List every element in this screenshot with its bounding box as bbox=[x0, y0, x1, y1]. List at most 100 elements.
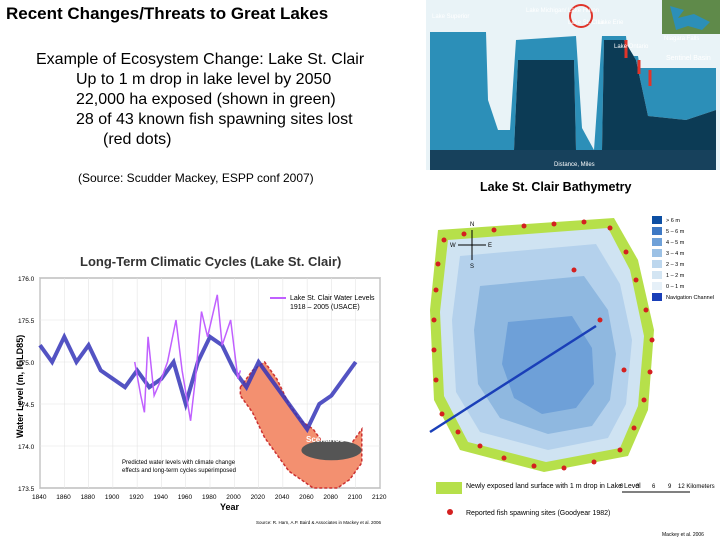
spawning-dot bbox=[623, 249, 629, 255]
spawning-dot bbox=[643, 307, 649, 313]
x-tick-label: 2060 bbox=[299, 494, 314, 501]
plot-area: 1840 1860 1880 1900 1920 1940 1960 1980 2000 2020… bbox=[18, 276, 387, 501]
gauge-series-line bbox=[133, 294, 242, 421]
y-axis-label: Water Level (m, IGLD85) bbox=[15, 335, 25, 438]
spawning-dot bbox=[455, 429, 461, 435]
spawning-dot bbox=[631, 425, 637, 431]
historic-series-line bbox=[38, 332, 358, 434]
profile-label: Lake Superior bbox=[432, 14, 469, 20]
spawning-dot bbox=[441, 237, 447, 243]
scale-tick: 9 bbox=[668, 484, 672, 490]
legend-label: 3 – 4 m bbox=[666, 251, 685, 257]
slide-title: Recent Changes/Threats to Great Lakes bbox=[6, 4, 329, 23]
profile-axis-label: Distance, Miles bbox=[554, 162, 595, 168]
spawning-dot bbox=[433, 287, 439, 293]
spawning-dot bbox=[621, 367, 627, 373]
x-tick-label: 2020 bbox=[251, 494, 266, 501]
legend-line-1: Lake St. Clair Water Levels bbox=[290, 295, 375, 302]
x-tick-label: 1940 bbox=[153, 494, 168, 501]
profile-label: Sentinel Basin bbox=[666, 55, 711, 62]
y-tick-label: 175.0 bbox=[18, 360, 35, 367]
highlight-circle bbox=[569, 4, 593, 28]
spawning-dot bbox=[561, 465, 567, 471]
x-tick-label: 2120 bbox=[372, 494, 387, 501]
x-tick-label: 1860 bbox=[56, 494, 71, 501]
legend-label: 4 – 5 m bbox=[666, 240, 685, 246]
map-inset-lakes bbox=[670, 6, 710, 30]
spawning-dot bbox=[581, 219, 587, 225]
scale-tick: 12 Kilometers bbox=[678, 484, 715, 490]
legend-line-2: 1918 – 2005 (USACE) bbox=[290, 304, 360, 311]
profile-label: Niagara Falls bbox=[664, 36, 699, 42]
compass-w: W bbox=[450, 243, 456, 249]
legend-label: 0 – 1 m bbox=[666, 284, 685, 290]
profile-label: Lake Ontario bbox=[614, 44, 649, 50]
x-tick-label: 2100 bbox=[348, 494, 363, 501]
chart-title: Long-Term Climatic Cycles (Lake St. Clai… bbox=[80, 254, 341, 269]
distance-bar bbox=[430, 150, 716, 170]
bullet-item: (red dots) bbox=[103, 131, 172, 148]
profile-label: Lake Erie bbox=[598, 20, 624, 26]
scenario-label: Scenarios bbox=[306, 435, 345, 444]
spawning-dot bbox=[431, 317, 437, 323]
y-tick-label: 176.0 bbox=[18, 276, 35, 283]
spawning-dot bbox=[433, 377, 439, 383]
legend-swatch bbox=[652, 227, 662, 235]
bullet-list: Example of Ecosystem Change: Lake St. Cl… bbox=[36, 50, 364, 150]
legend-label: 5 – 6 m bbox=[666, 229, 685, 235]
spawning-dot bbox=[477, 443, 483, 449]
x-tick-label: 1960 bbox=[178, 494, 193, 501]
bullet-item: 22,000 ha exposed (shown in green) bbox=[76, 91, 336, 108]
spawning-dot bbox=[531, 463, 537, 469]
spawning-dot bbox=[461, 231, 467, 237]
spawning-dot bbox=[501, 455, 507, 461]
exposed-key-label: Newly exposed land surface with 1 m drop… bbox=[466, 483, 641, 490]
legend-swatch bbox=[652, 260, 662, 268]
y-tick-label: 174.5 bbox=[18, 402, 35, 409]
x-tick-label: 2080 bbox=[323, 494, 338, 501]
climate-chart-svg: Long-Term Climatic Cycles (Lake St. Clai… bbox=[0, 238, 395, 528]
y-tick-label: 173.5 bbox=[18, 486, 35, 493]
bathymetry-map: N E S W > 6 m 5 – 6 m 4 – 5 m 3 – 4 m 2 – 3 … bbox=[424, 200, 720, 540]
exposed-key-swatch bbox=[436, 482, 462, 494]
legend-label: 2 – 3 m bbox=[666, 262, 685, 268]
legend-label: > 6 m bbox=[666, 218, 680, 224]
bullet-heading: Example of Ecosystem Change: Lake St. Cl… bbox=[36, 51, 365, 68]
chart-credit: Source: R. Harn, A.P. Baird & Associates… bbox=[256, 520, 381, 525]
legend-swatch bbox=[652, 271, 662, 279]
legend-label: Navigation Channel bbox=[666, 295, 714, 301]
x-axis-label: Year bbox=[220, 502, 240, 512]
note-line-1: Predicted water levels with climate chan… bbox=[122, 460, 236, 466]
profile-water bbox=[430, 32, 716, 150]
scale-tick: 3 bbox=[636, 484, 640, 490]
legend-swatch bbox=[652, 249, 662, 257]
x-tick-label: 2000 bbox=[226, 494, 241, 501]
spawning-dot bbox=[571, 267, 577, 273]
profile-bottom bbox=[430, 40, 716, 150]
compass-s: S bbox=[470, 264, 474, 270]
spawning-dot bbox=[607, 225, 613, 231]
x-tick-label: 1920 bbox=[129, 494, 144, 501]
profile-svg: Lake Superior Lake Michigan/ Lake Huron … bbox=[426, 0, 720, 170]
depth-contours bbox=[429, 218, 654, 472]
spawning-dot bbox=[435, 261, 441, 267]
legend-label: 1 – 2 m bbox=[666, 273, 685, 279]
scale-tick: 0 bbox=[620, 484, 624, 490]
legend-swatch bbox=[652, 282, 662, 290]
spawning-dot bbox=[491, 227, 497, 233]
compass-e: E bbox=[488, 243, 492, 249]
x-tick-label: 1880 bbox=[81, 494, 96, 501]
x-tick-label: 1980 bbox=[202, 494, 217, 501]
depth-legend: > 6 m 5 – 6 m 4 – 5 m 3 – 4 m 2 – 3 m 1 – 2 m… bbox=[652, 216, 714, 301]
scale-tick: 6 bbox=[652, 484, 656, 490]
bullet-item: 28 of 43 known fish spawning sites lost bbox=[76, 111, 353, 128]
bathymetry-title: Lake St. Clair Bathymetry bbox=[480, 180, 632, 194]
x-tick-label: 2040 bbox=[275, 494, 290, 501]
spawning-dot bbox=[591, 459, 597, 465]
spawning-key-label: Reported fish spawning sites (Goodyear 1… bbox=[466, 510, 610, 517]
legend-swatch bbox=[652, 238, 662, 246]
compass-rose: N E S W bbox=[450, 222, 492, 270]
bathymetry-svg: N E S W > 6 m 5 – 6 m 4 – 5 m 3 – 4 m 2 – 3 … bbox=[424, 200, 720, 540]
spawning-dot bbox=[647, 369, 653, 375]
source-citation: (Source: Scudder Mackey, ESPP conf 2007) bbox=[78, 171, 314, 185]
